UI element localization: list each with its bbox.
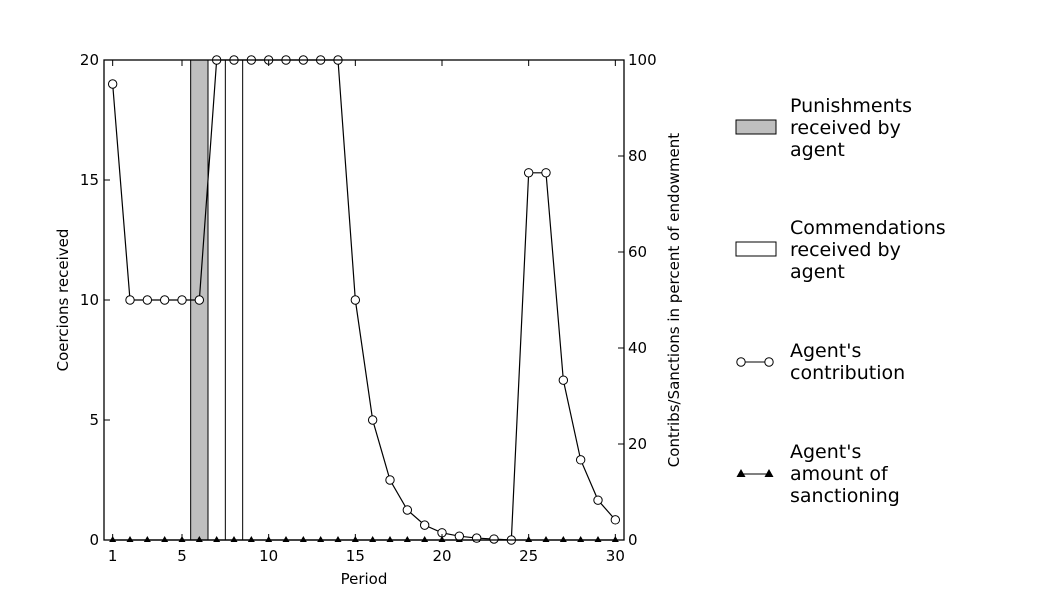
commendation-swatch: [735, 241, 777, 257]
contribution-point: [125, 295, 135, 305]
bars-layer: [190, 59, 244, 541]
contribution-point: [385, 475, 395, 485]
contribution-point: [558, 375, 569, 385]
y-right-tick-label: 0: [628, 531, 638, 549]
x-tick-label: 25: [519, 547, 538, 565]
y-right-tick-label: 100: [628, 51, 657, 69]
sanctioning-point: [282, 536, 290, 542]
contribution-point: [350, 295, 361, 305]
legend-label-commendations: Commendations received by agent: [790, 217, 946, 283]
sanctioning-point: [247, 536, 255, 542]
sanctioning-point: [126, 536, 134, 542]
y-left-tick-label: 0: [89, 531, 99, 549]
sanctioning-point: [577, 536, 585, 542]
contribution-point: [541, 168, 551, 178]
y-left-tick-label: 5: [89, 411, 99, 429]
contribution-point: [402, 505, 413, 515]
sanctioning-point: [213, 536, 221, 542]
contribution-swatch: [736, 357, 774, 367]
sanctioning-point: [334, 536, 342, 542]
y-right-tick-label: 60: [628, 243, 647, 261]
punishment-swatch: [735, 119, 777, 135]
y-left-tick-label: 20: [80, 51, 99, 69]
y-right-tick-label: 40: [628, 339, 647, 357]
series-layer: [107, 55, 621, 545]
contribution-point: [107, 79, 118, 89]
contribution-line: [112, 59, 616, 541]
contribution-point: [367, 415, 378, 425]
x-tick-label: 5: [177, 547, 187, 565]
sanctioning-point: [386, 536, 394, 542]
contribution-point: [194, 295, 205, 305]
sanctioning-point: [143, 536, 151, 542]
legend-label-punishments: Punishments received by agent: [790, 95, 913, 161]
contribution-point: [575, 455, 586, 465]
contribution-point: [159, 295, 170, 305]
sanctioning-point: [594, 536, 602, 542]
legend-label-contribution: Agent's contribution: [790, 340, 906, 384]
sanctioning-swatch: [736, 469, 774, 477]
contribution-point: [523, 168, 534, 178]
x-tick-label: 1: [108, 547, 118, 565]
commendation-bar: [224, 59, 244, 541]
y-right-tick-label: 80: [628, 147, 647, 165]
legend-label-sanctioning: Agent's amount of sanctioning: [790, 441, 900, 507]
sanctioning-point: [317, 536, 325, 542]
y-left-tick-label: 10: [80, 291, 99, 309]
sanctioning-point: [369, 536, 377, 542]
contribution-point: [489, 534, 499, 544]
x-tick-label: 10: [259, 547, 278, 565]
x-tick-label: 15: [346, 547, 365, 565]
legend: Punishments received by agent Commendati…: [730, 0, 1030, 600]
sanctioning-point: [421, 536, 429, 542]
contribution-point: [419, 520, 430, 530]
sanctioning-point: [559, 536, 567, 542]
x-tick-label: 30: [606, 547, 625, 565]
y-left-tick-label: 15: [80, 171, 99, 189]
x-axis-title: Period: [341, 570, 388, 588]
y-left-axis-title: Coercions received: [54, 229, 72, 372]
x-tick-label: 20: [432, 547, 451, 565]
contribution-point: [610, 515, 621, 525]
contribution-point: [142, 295, 153, 305]
sanctioning-point: [542, 536, 550, 542]
contribution-point: [177, 295, 187, 305]
contribution-point: [471, 533, 482, 543]
sanctioning-point: [161, 536, 169, 542]
contribution-point: [593, 495, 603, 505]
y-right-tick-label: 20: [628, 435, 647, 453]
sanctioning-point: [299, 536, 307, 542]
contribution-point: [454, 531, 465, 541]
sanctioning-point: [403, 536, 411, 542]
y-right-axis-title: Contribs/Sanctions in percent of endowme…: [665, 133, 683, 467]
